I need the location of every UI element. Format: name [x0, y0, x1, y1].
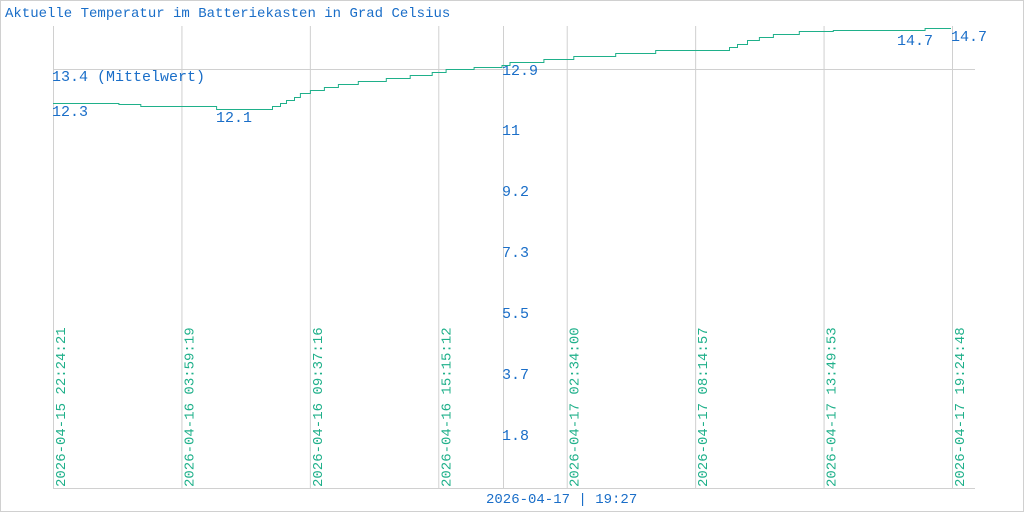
x-tick-label: 2026-04-16 09:37:16 — [311, 327, 327, 487]
x-tick-label: 2026-04-15 22:24:21 — [54, 327, 70, 487]
x-tick-label: 2026-04-17 02:34:00 — [568, 327, 584, 487]
chart-timestamp: 2026-04-17 | 19:27 — [486, 492, 638, 508]
x-tick-label: 2026-04-17 08:14:57 — [696, 327, 712, 487]
y-tick-label: 1.8 — [502, 428, 529, 445]
x-tick-label: 2026-04-17 19:24:48 — [953, 327, 969, 487]
max-value-label: 14.7 — [951, 29, 987, 46]
y-tick-label: 11 — [502, 123, 520, 140]
y-tick-label: 7.3 — [502, 245, 529, 262]
temperature-line — [53, 28, 951, 110]
last-value-label: 14.7 — [897, 33, 933, 50]
x-tick-label: 2026-04-16 15:15:12 — [439, 327, 455, 487]
y-tick-label: 5.5 — [502, 306, 529, 323]
mean-label: 13.4 (Mittelwert) — [52, 69, 205, 86]
y-tick-label: 3.7 — [502, 367, 529, 384]
y-tick-label: 9.2 — [502, 184, 529, 201]
x-tick-label: 2026-04-17 13:49:53 — [825, 327, 841, 487]
chart-title: Aktuelle Temperatur im Batteriekasten in… — [5, 6, 451, 22]
x-tick-label: 2026-04-16 03:59:19 — [182, 327, 198, 487]
first-value-label: 12.3 — [52, 104, 88, 121]
y-tick-label: 12.9 — [502, 63, 538, 80]
min-value-label: 12.1 — [216, 110, 252, 127]
